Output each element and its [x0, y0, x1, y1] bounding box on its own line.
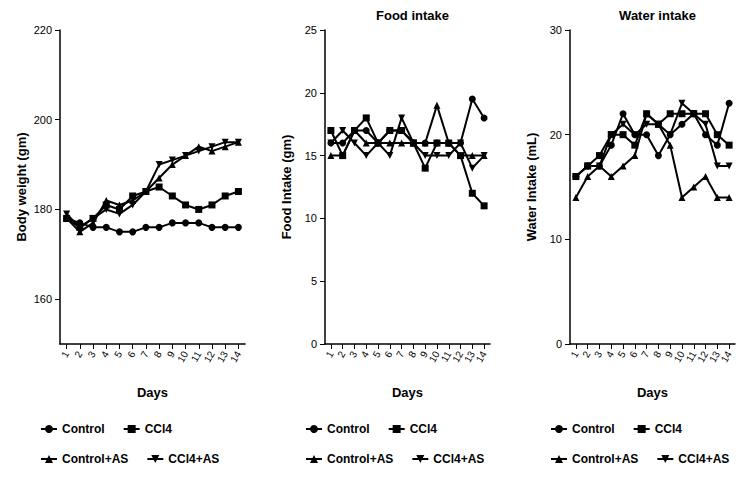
- svg-text:3: 3: [85, 349, 98, 360]
- svg-text:11: 11: [683, 349, 699, 364]
- svg-text:14: 14: [474, 349, 489, 365]
- svg-text:CCl4+AS: CCl4+AS: [433, 452, 484, 466]
- svg-text:Control+AS: Control+AS: [572, 452, 638, 466]
- svg-text:CCl4: CCl4: [655, 422, 683, 436]
- svg-text:8: 8: [405, 349, 419, 360]
- svg-text:Water intake: Water intake: [619, 8, 696, 23]
- svg-text:10: 10: [426, 349, 442, 365]
- svg-text:20: 20: [550, 129, 562, 141]
- svg-text:Control+AS: Control+AS: [62, 452, 128, 466]
- svg-text:2: 2: [72, 349, 85, 360]
- svg-text:Body weight (gm): Body weight (gm): [14, 132, 29, 241]
- svg-text:CCl4: CCl4: [145, 422, 173, 436]
- svg-text:7: 7: [639, 349, 652, 360]
- svg-text:11: 11: [438, 349, 454, 364]
- svg-text:25: 25: [305, 24, 317, 36]
- svg-text:13: 13: [215, 349, 230, 365]
- svg-text:3: 3: [591, 349, 605, 360]
- svg-text:5: 5: [370, 349, 383, 360]
- svg-text:Food Intake (gm): Food Intake (gm): [279, 135, 294, 240]
- svg-text:6: 6: [627, 349, 640, 360]
- svg-text:Days: Days: [637, 385, 668, 400]
- svg-text:10: 10: [305, 212, 317, 224]
- svg-text:CCl4: CCl4: [410, 422, 438, 436]
- svg-text:Control: Control: [327, 422, 370, 436]
- svg-text:14: 14: [719, 349, 734, 365]
- svg-text:6: 6: [382, 349, 395, 360]
- svg-text:CCl4+AS: CCl4+AS: [678, 452, 729, 466]
- svg-text:0: 0: [556, 338, 562, 350]
- svg-text:9: 9: [662, 349, 675, 360]
- svg-text:12: 12: [450, 349, 466, 365]
- svg-text:7: 7: [394, 349, 407, 360]
- svg-text:12: 12: [695, 349, 711, 365]
- svg-text:13: 13: [707, 349, 723, 365]
- svg-text:Food intake: Food intake: [376, 8, 449, 23]
- svg-text:200: 200: [34, 114, 52, 126]
- svg-text:20: 20: [305, 87, 317, 99]
- svg-text:10: 10: [550, 233, 562, 245]
- svg-text:3: 3: [346, 349, 360, 360]
- svg-text:0: 0: [311, 338, 317, 350]
- svg-text:10: 10: [671, 349, 687, 365]
- svg-text:6: 6: [125, 349, 138, 360]
- svg-text:2: 2: [580, 349, 593, 360]
- svg-text:7: 7: [138, 349, 151, 360]
- svg-text:Control: Control: [62, 422, 105, 436]
- svg-text:13: 13: [462, 349, 478, 365]
- svg-text:9: 9: [417, 349, 430, 360]
- svg-text:Days: Days: [392, 385, 423, 400]
- svg-text:180: 180: [34, 203, 52, 215]
- svg-text:5: 5: [112, 349, 125, 360]
- svg-text:1: 1: [568, 349, 581, 360]
- svg-text:Water Intake (mL): Water Intake (mL): [524, 133, 539, 242]
- svg-text:4: 4: [603, 349, 616, 360]
- svg-text:14: 14: [228, 349, 243, 365]
- svg-text:5: 5: [615, 349, 628, 360]
- svg-text:CCl4+AS: CCl4+AS: [168, 452, 219, 466]
- svg-text:1: 1: [323, 349, 336, 360]
- svg-text:8: 8: [650, 349, 664, 360]
- svg-text:30: 30: [550, 24, 562, 36]
- svg-text:Days: Days: [137, 385, 168, 400]
- svg-text:15: 15: [305, 150, 317, 162]
- svg-text:Control+AS: Control+AS: [327, 452, 393, 466]
- svg-text:4: 4: [99, 349, 112, 360]
- svg-text:11: 11: [189, 349, 204, 364]
- svg-text:5: 5: [311, 275, 317, 287]
- svg-text:160: 160: [34, 293, 52, 305]
- svg-text:8: 8: [152, 349, 165, 360]
- svg-text:Control: Control: [572, 422, 615, 436]
- svg-text:9: 9: [164, 349, 178, 360]
- svg-text:220: 220: [34, 24, 52, 36]
- svg-text:4: 4: [358, 349, 371, 360]
- svg-text:10: 10: [175, 349, 190, 365]
- svg-text:12: 12: [202, 349, 217, 365]
- svg-text:2: 2: [335, 349, 348, 360]
- svg-text:1: 1: [59, 349, 72, 360]
